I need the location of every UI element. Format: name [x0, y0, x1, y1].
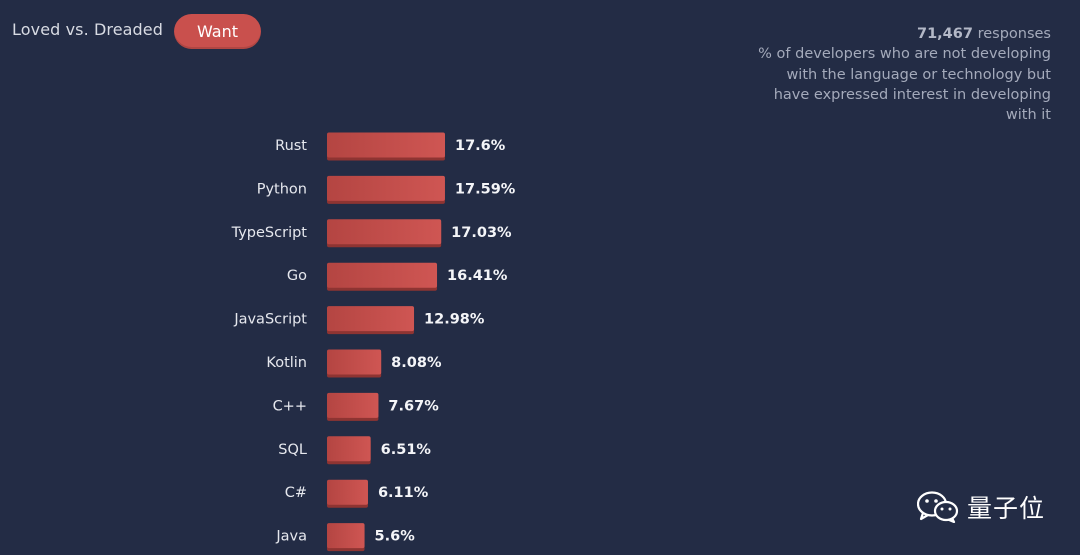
bar-go — [327, 262, 438, 288]
value-label-javascript: 12.98% — [424, 312, 485, 328]
category-label-javascript: JavaScript — [233, 312, 307, 328]
responses-info: 71,467 responses % of developers who are… — [751, 24, 1051, 125]
value-label-python: 17.59% — [455, 181, 516, 197]
category-label-java: Java — [275, 529, 307, 545]
bar-csharp — [327, 479, 368, 505]
value-label-go: 16.41% — [447, 268, 508, 284]
value-label-sql: 6.51% — [381, 442, 432, 458]
tab-loved-vs-dreaded[interactable]: Loved vs. Dreaded — [12, 20, 164, 39]
bar-sql — [327, 436, 371, 462]
category-label-csharp: C# — [285, 485, 307, 501]
responses-suffix: responses — [977, 26, 1051, 42]
responses-description: % of developers who are not developing w… — [758, 46, 1051, 124]
value-label-typescript: 17.03% — [451, 225, 512, 241]
value-label-kotlin: 8.08% — [391, 355, 442, 371]
bar-rust — [327, 132, 445, 158]
wechat-icon — [917, 491, 959, 523]
responses-count: 71,467 — [917, 26, 973, 42]
value-label-rust: 17.6% — [455, 138, 506, 154]
bar-kotlin — [327, 349, 382, 375]
category-label-kotlin: Kotlin — [266, 355, 307, 371]
value-label-csharp: 6.11% — [378, 485, 429, 501]
category-label-typescript: TypeScript — [231, 225, 308, 241]
category-label-sql: SQL — [278, 442, 307, 458]
category-label-python: Python — [257, 181, 307, 197]
watermark-text: 量子位 — [967, 494, 1046, 523]
category-label-cpp: C++ — [273, 398, 307, 414]
responses-count-line: 71,467 responses — [751, 24, 1051, 44]
watermark: 量子位 — [917, 489, 1045, 525]
bar-java — [327, 523, 365, 549]
bar-python — [327, 175, 445, 201]
bar-javascript — [327, 306, 415, 332]
category-label-rust: Rust — [275, 138, 307, 154]
tab-want[interactable]: Want — [174, 14, 261, 49]
category-label-go: Go — [287, 268, 307, 284]
value-label-cpp: 7.67% — [388, 398, 439, 414]
bar-cpp — [327, 392, 379, 418]
value-label-java: 5.6% — [375, 529, 416, 545]
bar-typescript — [327, 219, 442, 245]
